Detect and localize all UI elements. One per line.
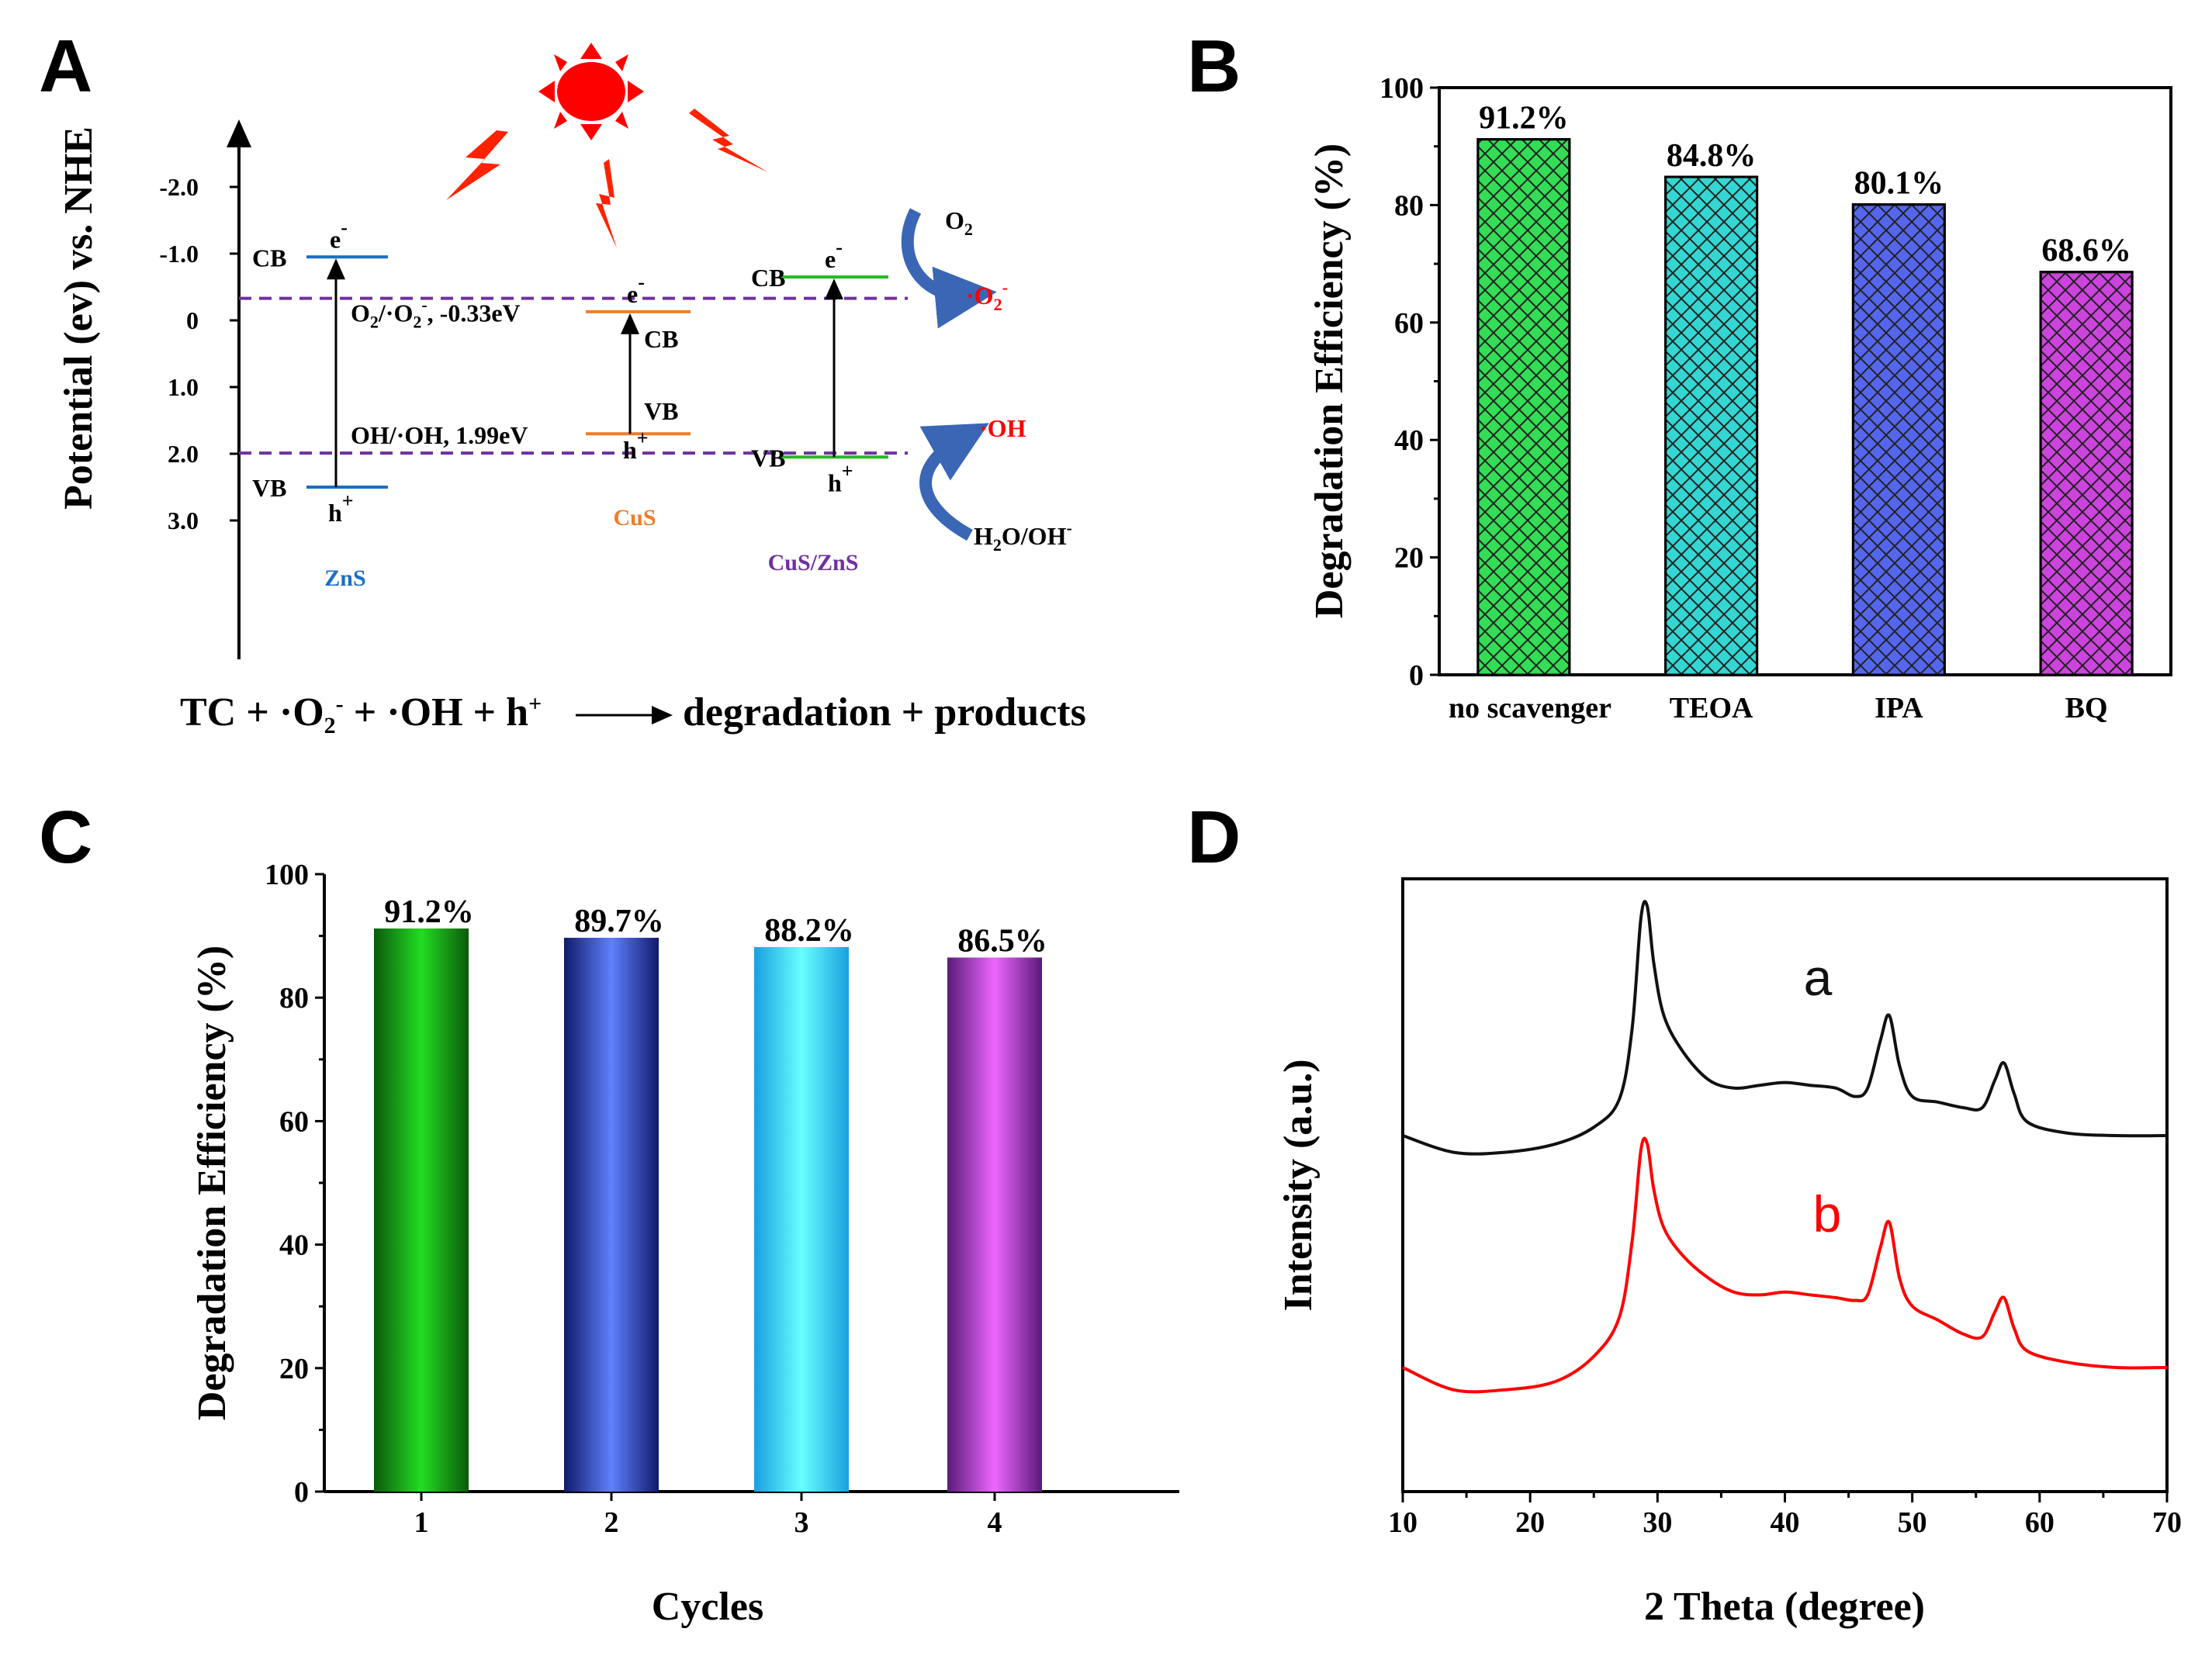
tick-label-y-a: -1.0 <box>159 240 199 268</box>
category-label-b: no scavenger <box>1449 692 1611 724</box>
tick-label-y-a: 2.0 <box>168 440 199 468</box>
species-h2o: H2O/OH- <box>974 518 1072 555</box>
cb-label: CB <box>644 325 678 353</box>
tick-label-y-a: 0 <box>186 306 199 334</box>
tick-label-x-d: 10 <box>1388 1506 1418 1539</box>
bar-value-label-c: 86.5% <box>957 923 1047 959</box>
tick-label-y-c: 40 <box>279 1229 309 1262</box>
dashed-label-o2: O2/·O2-, -0.33eV <box>351 296 521 332</box>
tick-label-y-b: 20 <box>1394 542 1424 575</box>
electron-label: e- <box>825 236 843 273</box>
category-label-b: TEOA <box>1670 692 1753 724</box>
tick-label-x-d: 40 <box>1771 1506 1800 1539</box>
axis-label-y-c: Degradation Efficiency (%) <box>190 946 234 1420</box>
tick-label-y-b: 40 <box>1394 424 1424 457</box>
lightning-bolt-icon <box>446 130 508 200</box>
axis-label-x-c: Cycles <box>652 1585 763 1629</box>
tick-label-y-b: 100 <box>1379 72 1424 105</box>
electron-label: e- <box>330 216 348 253</box>
panel-a: A Potential (ev) vs. NHE -2.0 -1.0 0 1.0 2.0… <box>39 25 1086 738</box>
tick-label-x-c: 3 <box>794 1506 809 1539</box>
bar-hatch-b <box>1476 138 1571 676</box>
vb-label: VB <box>252 474 286 502</box>
bar-c <box>374 928 469 1492</box>
bar-value-label-c: 91.2% <box>384 894 474 930</box>
bar-c <box>754 946 849 1492</box>
reaction-equation: TC + ·O2- + ·OH + h+ degradation + produ… <box>180 690 1086 738</box>
bar-value-label-c: 88.2% <box>764 913 854 949</box>
tick-label-y-a: -2.0 <box>159 173 199 201</box>
panel-d: D Intensity (a.u.) 2 Theta (degree) 10 20… <box>1187 796 2182 1629</box>
vb-label: VB <box>751 444 785 472</box>
vb-label: VB <box>644 397 678 425</box>
species-oh-radical: ·OH <box>979 414 1026 442</box>
svg-text:degradation + products: degradation + products <box>683 690 1086 735</box>
axis-label-x-d: 2 Theta (degree) <box>1644 1585 1925 1629</box>
tick-label-y-b: 0 <box>1409 659 1424 692</box>
xrd-curve-a <box>1402 900 2168 1156</box>
axis-label-y-a: Potential (ev) vs. NHE <box>57 126 101 510</box>
material-label: CuS <box>613 505 656 531</box>
lightning-bolt-icon <box>596 159 617 248</box>
panel-label-b: B <box>1187 25 1241 108</box>
tick-label-y-c: 0 <box>294 1476 309 1509</box>
plot-frame-d <box>1401 877 2169 1493</box>
sun-icon <box>538 43 644 140</box>
arrow-oh-oxidation <box>919 423 989 541</box>
curve-label-b: b <box>1813 1185 1842 1243</box>
bar-hatch-b <box>1851 203 1946 676</box>
panel-c: C Degradation Efficiency (%) Cycles 0 20 4… <box>39 796 1179 1629</box>
svg-text:TC + ·O2- + ·OH + h+: TC + ·O2- + ·OH + h+ <box>180 690 542 738</box>
lightning-bolt-icon <box>689 109 768 172</box>
panel-label-c: C <box>39 796 92 879</box>
bar-value-label-b: 80.1% <box>1854 166 1944 202</box>
category-label-b: IPA <box>1874 692 1923 724</box>
tick-label-y-a: 3.0 <box>168 507 199 534</box>
category-label-b: BQ <box>2065 692 2108 724</box>
panel-b: B Degradation Efficiency (%) 0 20 40 60 80 10… <box>1187 25 2172 724</box>
arrow-o2-reduction <box>901 208 997 329</box>
curve-label-a: a <box>1804 949 1833 1006</box>
hole-label: h+ <box>328 489 354 527</box>
species-o2-radical: ·O2- <box>966 278 1008 314</box>
panel-label-d: D <box>1187 796 1241 879</box>
material-label: CuS/ZnS <box>768 550 859 576</box>
bar-value-label-b: 91.2% <box>1479 101 1569 137</box>
material-label: ZnS <box>324 565 365 591</box>
tick-label-y-b: 80 <box>1394 189 1424 222</box>
tick-label-y-c: 20 <box>279 1353 309 1385</box>
tick-label-x-d: 30 <box>1643 1506 1672 1539</box>
bar-value-label-b: 84.8% <box>1667 138 1757 174</box>
tick-label-x-c: 4 <box>988 1506 1002 1539</box>
bar-hatch-b <box>1664 175 1759 676</box>
tick-label-y-a: 1.0 <box>168 373 199 401</box>
dashed-label-oh: OH/·OH, 1.99eV <box>351 421 528 449</box>
xrd-curve-b <box>1402 1136 2168 1394</box>
cb-label: CB <box>252 244 286 271</box>
species-o2: O2 <box>945 206 973 239</box>
tick-label-y-c: 60 <box>279 1105 309 1138</box>
tick-label-x-d: 70 <box>2152 1506 2182 1539</box>
bar-value-label-c: 89.7% <box>574 904 664 939</box>
bar-value-label-b: 68.6% <box>2041 233 2131 269</box>
axis-label-y-d: Intensity (a.u.) <box>1276 1059 1321 1311</box>
tick-label-x-c: 1 <box>414 1506 429 1539</box>
bar-c <box>564 937 659 1492</box>
bar-hatch-b <box>2039 271 2134 676</box>
tick-label-x-d: 60 <box>2025 1506 2054 1539</box>
hole-label: h+ <box>828 459 853 496</box>
axis-label-y-b: Degradation Efficiency (%) <box>1307 143 1352 618</box>
tick-label-y-c: 80 <box>279 982 309 1015</box>
tick-label-y-b: 60 <box>1394 307 1424 340</box>
panel-label-a: A <box>39 25 92 108</box>
tick-label-x-c: 2 <box>604 1506 619 1539</box>
electron-label: e- <box>627 271 645 308</box>
tick-label-x-d: 50 <box>1898 1506 1927 1539</box>
tick-label-y-c: 100 <box>265 859 309 891</box>
cb-label: CB <box>751 264 785 292</box>
bar-c <box>947 957 1042 1492</box>
tick-label-x-d: 20 <box>1515 1506 1545 1539</box>
